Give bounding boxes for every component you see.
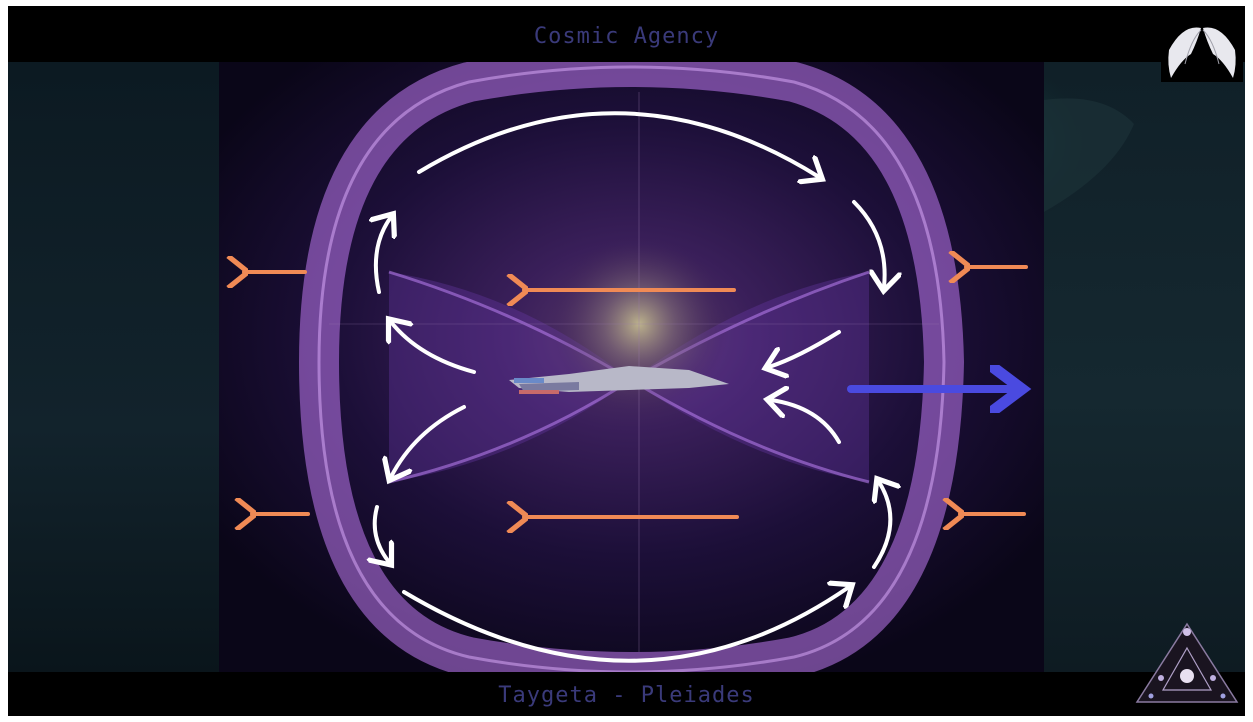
page-subtitle: Taygeta - Pleiades (8, 683, 1245, 708)
angel-wings-logo-icon (1161, 20, 1243, 82)
sacred-triangle-logo-icon (1131, 618, 1243, 708)
bottom-bar: Taygeta - Pleiades (8, 672, 1245, 716)
outer-arrows-layer (8, 6, 1245, 716)
video-frame: Cosmic Agency (8, 6, 1245, 716)
